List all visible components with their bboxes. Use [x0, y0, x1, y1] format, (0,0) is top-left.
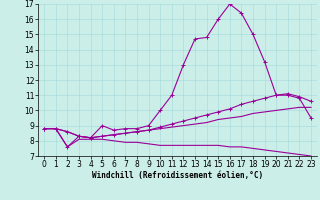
X-axis label: Windchill (Refroidissement éolien,°C): Windchill (Refroidissement éolien,°C) — [92, 171, 263, 180]
